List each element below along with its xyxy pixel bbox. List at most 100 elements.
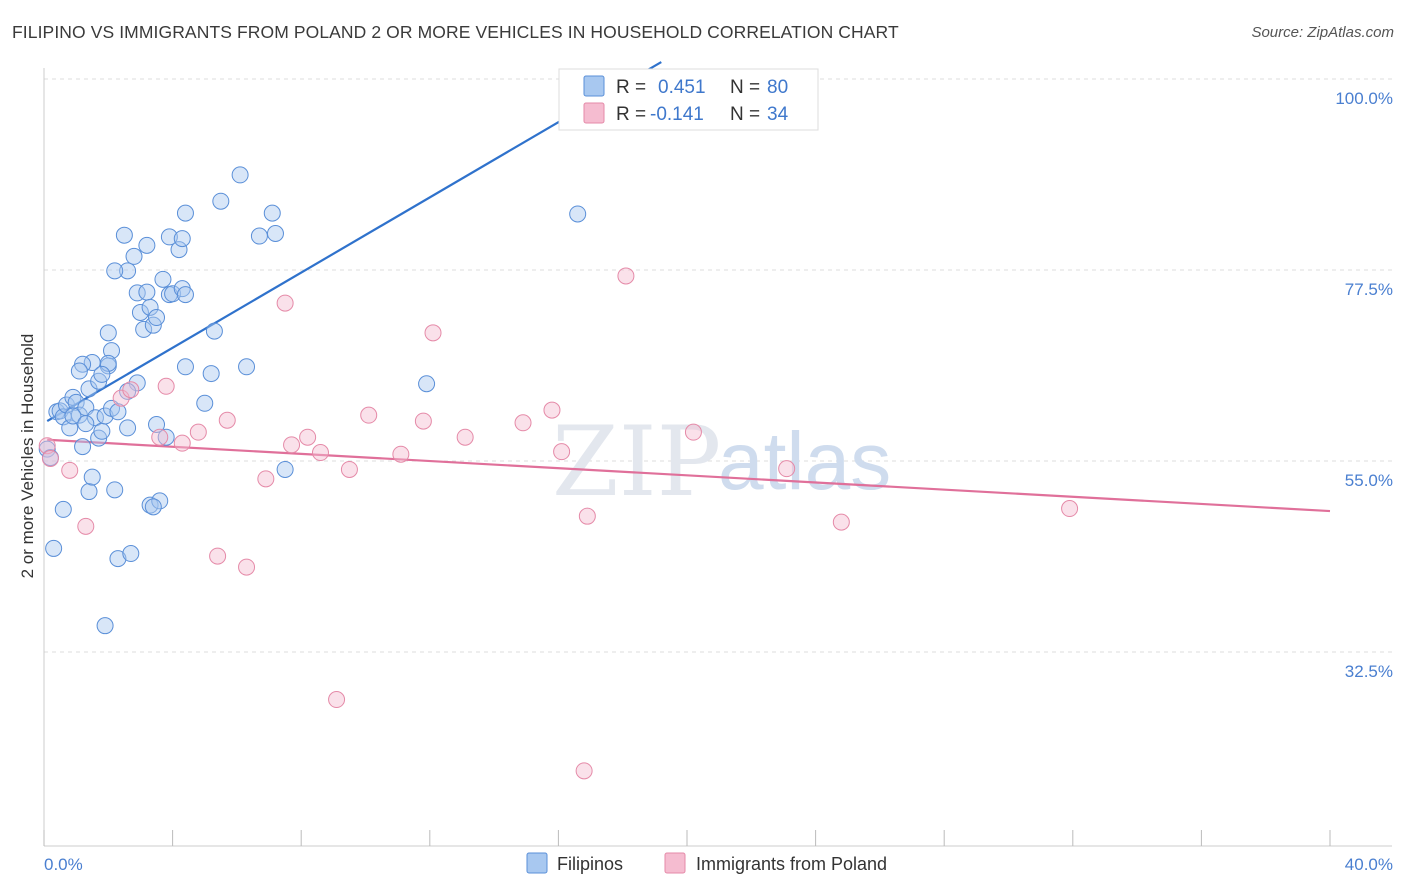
legend-n-value-2: 34 <box>767 104 789 125</box>
point-filipinos <box>196 394 214 412</box>
legend-n-label-2: N = <box>730 104 760 125</box>
legend-swatch-poland <box>583 102 605 124</box>
point-filipinos <box>106 481 124 499</box>
point-filipinos <box>173 230 191 248</box>
point-filipinos <box>70 362 88 380</box>
point-filipinos <box>106 262 124 280</box>
point-poland <box>218 411 236 429</box>
point-poland <box>553 443 571 461</box>
data-points <box>38 166 1079 780</box>
point-filipinos <box>138 236 156 254</box>
watermark-atlas: atlas <box>718 416 891 507</box>
point-filipinos <box>54 500 72 518</box>
y-tick-label: 77.5% <box>1345 280 1393 299</box>
x-tick-label: 40.0% <box>1345 855 1393 874</box>
point-poland <box>157 377 175 395</box>
point-filipinos <box>119 419 137 437</box>
bottom-label-filipinos[interactable]: Filipinos <box>557 854 623 874</box>
point-filipinos <box>99 324 117 342</box>
point-filipinos <box>45 539 63 557</box>
point-poland <box>151 428 169 446</box>
point-filipinos <box>109 403 127 421</box>
legend-r-value-1: 0.451 <box>658 77 706 98</box>
point-poland <box>392 445 410 463</box>
series-legend: Filipinos Immigrants from Poland <box>526 852 887 874</box>
point-poland <box>578 507 596 525</box>
point-filipinos <box>176 286 194 304</box>
point-filipinos <box>141 298 159 316</box>
point-poland <box>575 762 593 780</box>
point-poland <box>257 470 275 488</box>
point-filipinos <box>148 415 166 433</box>
trend-line-poland <box>47 438 1331 513</box>
point-filipinos <box>160 228 178 246</box>
point-poland <box>41 449 59 467</box>
point-filipinos <box>276 460 294 478</box>
y-tick-label: 100.0% <box>1335 89 1393 108</box>
point-filipinos <box>93 365 111 383</box>
point-filipinos <box>151 492 169 510</box>
point-poland <box>456 428 474 446</box>
point-poland <box>38 437 56 455</box>
point-filipinos <box>99 354 117 372</box>
point-filipinos <box>135 320 153 338</box>
point-poland <box>299 428 317 446</box>
point-filipinos <box>231 166 249 184</box>
point-filipinos <box>176 358 194 376</box>
correlation-legend: R = 0.451 N = 80 R = -0.141 N = 34 <box>558 68 819 131</box>
point-poland <box>360 406 378 424</box>
point-filipinos <box>569 205 587 223</box>
y-tick-label: 55.0% <box>1345 471 1393 490</box>
point-filipinos <box>131 303 149 321</box>
point-filipinos <box>266 224 284 242</box>
watermark-zip: ZIP <box>552 406 721 518</box>
point-poland <box>328 691 346 709</box>
point-poland <box>283 436 301 454</box>
point-filipinos <box>83 468 101 486</box>
point-filipinos <box>67 393 85 411</box>
point-filipinos <box>128 374 146 392</box>
point-filipinos <box>154 270 172 288</box>
point-filipinos <box>109 550 127 568</box>
point-filipinos <box>202 365 220 383</box>
point-filipinos <box>119 262 137 280</box>
point-filipinos <box>77 415 95 433</box>
point-filipinos <box>205 322 223 340</box>
point-filipinos <box>148 309 166 327</box>
point-poland <box>238 558 256 576</box>
point-filipinos <box>176 204 194 222</box>
bottom-swatch-poland[interactable] <box>664 852 686 874</box>
point-filipinos <box>170 241 188 259</box>
point-filipinos <box>80 483 98 501</box>
point-poland <box>778 460 796 478</box>
point-poland <box>122 381 140 399</box>
point-poland <box>340 460 358 478</box>
y-tick-label: 32.5% <box>1345 662 1393 681</box>
bottom-swatch-filipinos[interactable] <box>526 852 548 874</box>
legend-r-value-2: -0.141 <box>650 104 704 125</box>
legend-n-label-1: N = <box>730 77 760 98</box>
x-tick-label: 0.0% <box>44 855 83 874</box>
chart-title: FILIPINO VS IMMIGRANTS FROM POLAND 2 OR … <box>12 22 899 42</box>
point-poland <box>832 513 850 531</box>
legend-swatch-filipinos <box>583 75 605 97</box>
point-poland <box>77 517 95 535</box>
point-poland <box>61 461 79 479</box>
point-filipinos <box>128 284 146 302</box>
point-filipinos <box>115 226 133 244</box>
point-filipinos <box>103 342 121 360</box>
source-credit: Source: ZipAtlas.com <box>1251 24 1394 41</box>
point-poland <box>424 324 442 342</box>
point-filipinos <box>96 617 114 635</box>
point-filipinos <box>74 438 92 456</box>
point-poland <box>173 434 191 452</box>
point-filipinos <box>238 358 256 376</box>
bottom-label-poland[interactable]: Immigrants from Poland <box>696 854 887 874</box>
legend-n-value-1: 80 <box>767 77 788 98</box>
point-filipinos <box>212 192 230 210</box>
point-filipinos <box>157 428 175 446</box>
point-filipinos <box>122 545 140 563</box>
legend-r-label-1: R = <box>616 77 646 98</box>
point-filipinos <box>263 204 281 222</box>
point-poland <box>1061 500 1079 518</box>
